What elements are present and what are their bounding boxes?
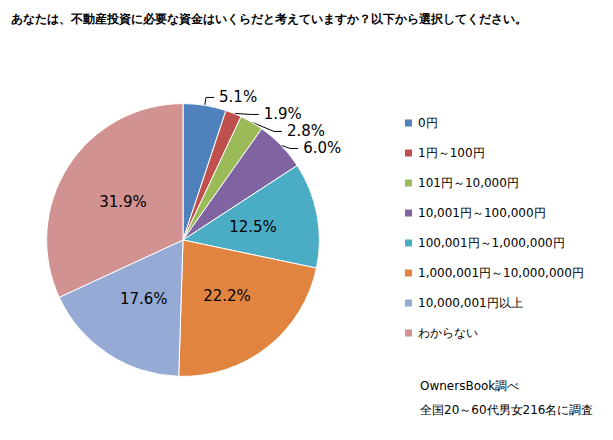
- svg-text:22.2%: 22.2%: [203, 287, 251, 305]
- svg-text:わからない: わからない: [418, 326, 478, 340]
- svg-text:1.9%: 1.9%: [264, 105, 302, 123]
- svg-text:0円: 0円: [418, 116, 438, 130]
- svg-text:OwnersBook調べ: OwnersBook調べ: [420, 379, 519, 393]
- svg-text:12.5%: 12.5%: [229, 218, 277, 236]
- svg-text:17.6%: 17.6%: [120, 290, 168, 308]
- svg-text:1円～100円: 1円～100円: [418, 146, 485, 160]
- svg-text:5.1%: 5.1%: [219, 88, 257, 106]
- svg-text:31.9%: 31.9%: [99, 193, 147, 211]
- svg-text:2.8%: 2.8%: [287, 122, 325, 140]
- svg-text:全国20～60代男女216名に調査: 全国20～60代男女216名に調査: [420, 403, 593, 417]
- svg-text:1,000,001円～10,000,000円: 1,000,001円～10,000,000円: [418, 266, 584, 280]
- svg-text:101円～10,000円: 101円～10,000円: [418, 176, 519, 190]
- svg-text:10,001円～100,000円: 10,001円～100,000円: [418, 206, 546, 220]
- svg-text:10,000,001円以上: 10,000,001円以上: [418, 296, 523, 310]
- svg-text:6.0%: 6.0%: [303, 139, 341, 157]
- svg-text:あなたは、不動産投資に必要な資金はいくらだと考えていますか？: あなたは、不動産投資に必要な資金はいくらだと考えていますか？以下から選択してくだ…: [11, 12, 527, 26]
- svg-text:100,001円～1,000,000円: 100,001円～1,000,000円: [418, 236, 565, 250]
